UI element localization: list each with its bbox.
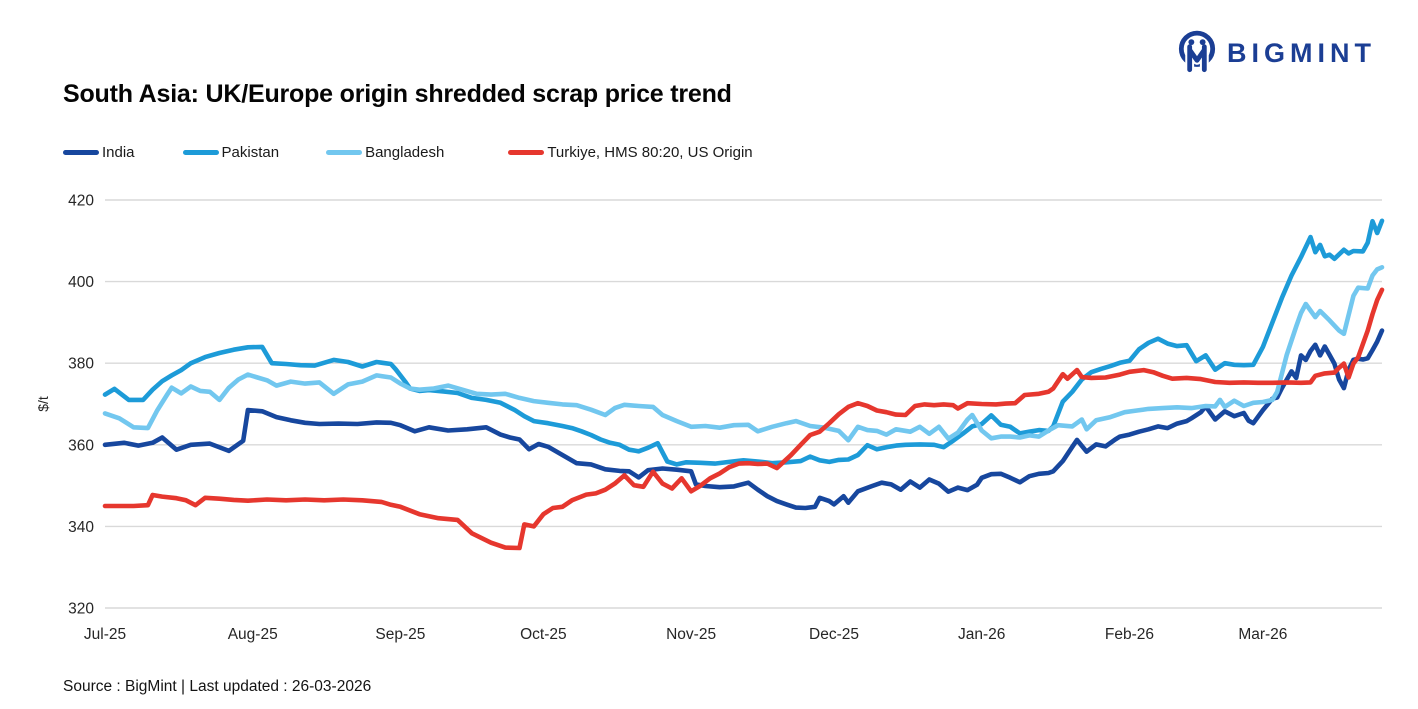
y-tick-label: 320 — [68, 601, 94, 618]
y-tick-label: 400 — [68, 274, 94, 291]
chart-legend: India Pakistan Bangladesh Turkiye, HMS 80:2… — [63, 144, 753, 161]
series-line-turkiye — [102, 287, 1385, 551]
legend-label-turkiye: Turkiye, HMS 80:20, US Origin — [547, 144, 753, 161]
series-line-pakistan — [102, 218, 1385, 467]
page-title: South Asia: UK/Europe origin shredded sc… — [63, 80, 732, 108]
bigmint-logo-icon — [1176, 30, 1218, 76]
legend-swatch-turkiye — [508, 150, 545, 155]
legend-item-pakistan: Pakistan — [182, 144, 280, 161]
y-axis-tick-labels: 320 340 360 380 400 420 — [68, 193, 94, 618]
source-note: Source : BigMint | Last updated : 26-03-… — [63, 678, 372, 695]
y-tick-label: 420 — [68, 193, 94, 210]
y-tick-label: 340 — [68, 519, 94, 536]
y-axis-title: $/t — [35, 396, 51, 412]
legend-item-turkiye: Turkiye, HMS 80:20, US Origin — [508, 144, 753, 161]
bigmint-logo-text: BIGMINT — [1227, 37, 1376, 68]
x-tick-label: Dec-25 — [809, 626, 859, 643]
series-line-india — [102, 328, 1385, 511]
y-tick-label: 380 — [68, 356, 94, 373]
legend-item-india: India — [63, 144, 135, 161]
x-tick-label: Feb-26 — [1105, 626, 1154, 643]
x-tick-label: Mar-26 — [1238, 626, 1287, 643]
legend-label-india: India — [102, 144, 135, 161]
x-tick-label: Nov-25 — [666, 626, 716, 643]
bigmint-logo: BIGMINT — [1176, 30, 1376, 76]
legend-label-pakistan: Pakistan — [221, 144, 280, 161]
series-line-bangladesh — [102, 264, 1385, 443]
y-tick-label: 360 — [68, 437, 94, 454]
x-tick-label: Jan-26 — [958, 626, 1005, 643]
x-axis-tick-labels: Jul-25 Aug-25 Sep-25 Oct-25 Nov-25 Dec-25 Jan-… — [84, 626, 1288, 643]
legend-item-bangladesh: Bangladesh — [326, 144, 444, 161]
x-tick-label: Aug-25 — [228, 626, 278, 643]
y-gridlines — [105, 199, 1382, 609]
x-tick-label: Oct-25 — [520, 626, 567, 643]
x-tick-label: Jul-25 — [84, 626, 126, 643]
legend-swatch-india — [63, 150, 99, 155]
legend-swatch-bangladesh — [326, 150, 363, 155]
legend-label-bangladesh: Bangladesh — [365, 144, 445, 161]
x-tick-label: Sep-25 — [375, 626, 425, 643]
legend-swatch-pakistan — [182, 150, 219, 155]
